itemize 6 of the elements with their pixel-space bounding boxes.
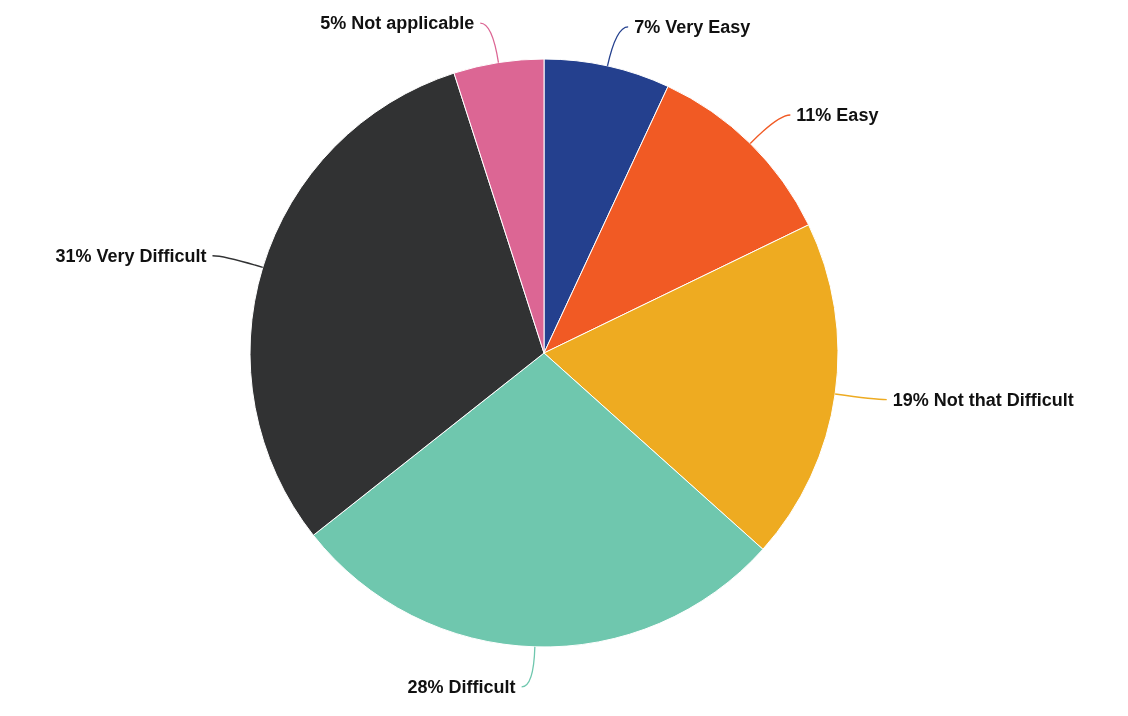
slice-label: 28% Difficult	[407, 677, 516, 698]
slice-label: 5% Not applicable	[320, 13, 475, 34]
slice-label: 31% Very Difficult	[55, 246, 207, 267]
slice-label: 7% Very Easy	[634, 17, 751, 38]
slice-label: 19% Not that Difficult	[892, 389, 1074, 410]
slice-label: 11% Easy	[796, 105, 879, 126]
